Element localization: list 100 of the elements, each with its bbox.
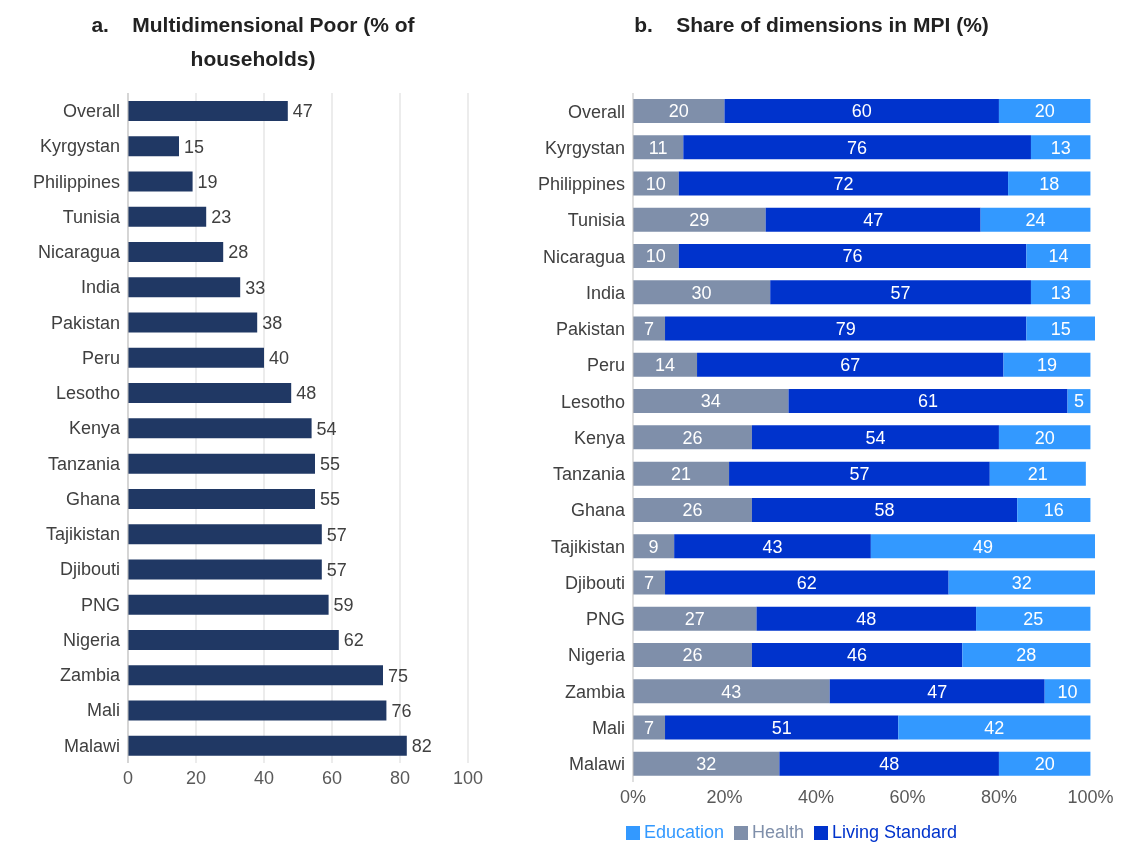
- data-label: 25: [1023, 609, 1044, 630]
- y-tick-label: Tunisia: [62, 206, 121, 227]
- bar: [633, 316, 666, 341]
- y-tick-label: Nigeria: [62, 629, 121, 650]
- bar: [633, 642, 752, 667]
- bar: [1003, 352, 1091, 377]
- data-label: 7: [644, 717, 655, 738]
- data-label: 15: [1050, 318, 1071, 339]
- y-tick-label: Kyrgystan: [39, 136, 120, 157]
- data-label: 61: [918, 391, 939, 412]
- data-label: 46: [847, 645, 868, 666]
- y-tick-label: Tajikistan: [550, 536, 625, 557]
- x-tick-label: 100: [452, 767, 484, 788]
- data-label: 21: [671, 464, 692, 485]
- data-label: 76: [391, 700, 412, 721]
- data-label: 43: [762, 536, 783, 557]
- data-label: 55: [320, 489, 341, 510]
- bar: [779, 751, 999, 776]
- bar: [770, 280, 1031, 305]
- y-tick-label: Zambia: [564, 681, 626, 702]
- data-label: 7: [644, 572, 655, 593]
- bar: [989, 461, 1086, 486]
- bar: [128, 418, 312, 439]
- bar: [128, 312, 258, 333]
- data-label: 32: [1011, 572, 1032, 593]
- bar: [829, 679, 1045, 704]
- bar: [1026, 316, 1095, 341]
- data-label: 43: [721, 681, 742, 702]
- y-tick-label: Philippines: [537, 174, 625, 195]
- bar: [633, 425, 752, 450]
- data-label: 48: [856, 609, 877, 630]
- data-label: 34: [700, 391, 721, 412]
- x-tick-label: 20: [185, 767, 207, 788]
- bar: [729, 461, 990, 486]
- bar: [678, 244, 1027, 269]
- data-label: 49: [972, 536, 993, 557]
- y-tick-label: Djibouti: [564, 572, 625, 593]
- bar: [1026, 244, 1091, 269]
- bar: [998, 99, 1091, 123]
- bar: [633, 389, 789, 414]
- data-label: 82: [411, 736, 432, 757]
- y-tick-label: India: [585, 282, 626, 303]
- bar: [633, 679, 830, 704]
- legend-label: Health: [751, 822, 804, 842]
- bar: [128, 524, 322, 545]
- bar: [128, 383, 292, 404]
- bar: [633, 606, 757, 631]
- data-label: 9: [648, 536, 659, 557]
- bar: [128, 101, 288, 121]
- data-label: 57: [849, 464, 870, 485]
- bar: [1030, 280, 1091, 305]
- x-tick-label: 40: [253, 767, 275, 788]
- data-label: 48: [879, 754, 900, 775]
- data-label: 76: [842, 246, 863, 267]
- chart-title: a. Multidimensional Poor (% of households): [90, 12, 416, 72]
- bar: [870, 534, 1095, 559]
- bar: [633, 352, 698, 377]
- bar: [128, 453, 315, 474]
- bar: [980, 207, 1091, 232]
- y-tick-label: Kyrgystan: [544, 137, 625, 158]
- y-tick-label: Overall: [567, 101, 625, 122]
- chart-title: b. Share of dimensions in MPI (%): [633, 12, 990, 38]
- bar: [128, 488, 315, 509]
- y-tick-label: Djibouti: [59, 559, 120, 580]
- data-label: 27: [684, 609, 705, 630]
- data-label: 62: [796, 572, 817, 593]
- data-label: 62: [343, 630, 364, 651]
- bar: [128, 242, 224, 263]
- data-label: 14: [1048, 246, 1069, 267]
- bar: [633, 497, 752, 522]
- bar: [683, 135, 1031, 160]
- bar: [678, 171, 1009, 196]
- data-label: 10: [645, 246, 666, 267]
- x-tick-label: 0: [122, 767, 134, 788]
- bar: [765, 207, 981, 232]
- x-tick-label: 80: [389, 767, 411, 788]
- y-tick-label: Tanzania: [552, 464, 626, 485]
- data-label: 47: [863, 210, 884, 231]
- bar: [128, 700, 387, 721]
- y-tick-label: PNG: [585, 609, 625, 630]
- y-tick-label: Mali: [591, 718, 625, 738]
- y-tick-label: Lesotho: [55, 383, 120, 404]
- y-tick-label: Malawi: [63, 735, 120, 756]
- data-label: 15: [184, 136, 205, 157]
- data-label: 20: [1034, 754, 1055, 775]
- bar: [633, 715, 666, 740]
- data-label: 13: [1050, 282, 1071, 303]
- data-label: 29: [689, 210, 710, 231]
- data-label: 20: [668, 101, 689, 122]
- data-label: 10: [645, 173, 666, 194]
- y-tick-label: Overall: [62, 101, 120, 122]
- y-tick-label: Ghana: [570, 500, 626, 521]
- y-tick-label: Zambia: [59, 665, 121, 686]
- y-tick-label: Lesotho: [560, 391, 625, 412]
- legend-label: Education: [643, 822, 724, 842]
- bar: [976, 606, 1091, 631]
- data-label: 57: [890, 282, 911, 303]
- y-tick-label: Nicaragua: [37, 242, 121, 263]
- y-tick-label: Kenya: [68, 418, 121, 439]
- bar: [633, 461, 730, 486]
